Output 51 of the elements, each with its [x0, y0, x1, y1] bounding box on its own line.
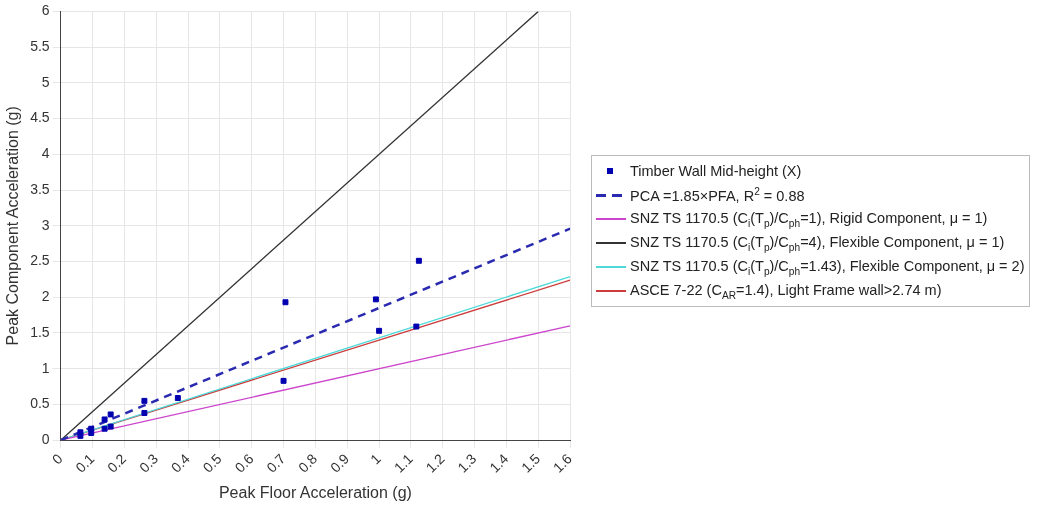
x-tick-label: 1 — [367, 450, 385, 468]
x-tick-label: 0.8 — [295, 450, 321, 476]
point — [372, 296, 379, 303]
y-tick-label: 3 — [41, 216, 50, 233]
y-tick-label: 1.5 — [30, 323, 50, 340]
point — [107, 423, 114, 430]
x-tick-label: 0.7 — [263, 450, 289, 476]
y-tick-label: 2.5 — [30, 252, 50, 269]
y-tick-label: 1 — [41, 359, 50, 376]
x-tick-label: 0.3 — [135, 450, 162, 476]
y-tick-label: 0 — [41, 431, 50, 448]
x-tick-label: 1.4 — [486, 450, 512, 476]
x-tick-label: 1.1 — [390, 450, 416, 476]
x-tick-label: 0.4 — [167, 450, 194, 476]
x-tick-label: 0.2 — [104, 450, 130, 476]
y-tick-label: 0.5 — [30, 395, 50, 412]
x-tick-label: 1.2 — [422, 450, 448, 476]
x-tick-label: 1.6 — [549, 450, 576, 476]
point — [107, 411, 114, 418]
point — [141, 397, 148, 404]
x-tick-label: 0.5 — [199, 450, 225, 476]
point — [174, 395, 181, 401]
y-tick-label: 4.5 — [30, 109, 50, 126]
legend-label: Timber Wall Mid-height (X) — [630, 163, 802, 179]
y-tick-label: 5.5 — [30, 37, 50, 54]
x-tick-label: 1.3 — [454, 450, 480, 476]
legend-label: SNZ TS 1170.5 (C$_{i}$(T$_{p}$)/C$_{ph}$=4), Flexible Component, μ = 1) — [630, 233, 1005, 253]
legend-label: ASCE 7-22 (C$_{AR}$=1.4), Light Frame wall>2.74 m) — [630, 281, 942, 301]
x-tick-label: 0.9 — [327, 450, 353, 476]
point — [141, 410, 148, 416]
point — [282, 299, 289, 306]
point — [88, 430, 95, 436]
y-tick-label: 5 — [41, 73, 50, 90]
x-tick-label: 0.6 — [231, 450, 257, 476]
y-tick-label: 3.5 — [30, 180, 50, 197]
y-tick-label: 6 — [41, 2, 50, 19]
y-tick-label: 2 — [41, 288, 50, 305]
point — [413, 323, 420, 330]
x-axis-title: Peak Floor Acceleration (g) — [218, 483, 412, 501]
point — [101, 425, 108, 432]
point — [101, 416, 108, 423]
legend-label: SNZ TS 1170.5 (C$_{i}$(T$_{p}$)/C$_{ph}$=1), Rigid Component, μ = 1) — [630, 209, 988, 229]
legend-label: SNZ TS 1170.5 (C$_{i}$(T$_{p}$)/C$_{ph}$=1.43), Flexible Component, μ = 2) — [630, 257, 1025, 277]
point — [415, 257, 422, 264]
y-tick-label: 4 — [41, 145, 50, 162]
x-tick-label: 0.1 — [72, 450, 98, 476]
point — [280, 377, 287, 384]
y-axis-title: Peak Component Acceleration (g) — [4, 106, 22, 346]
x-tick-label: 1.5 — [518, 450, 544, 476]
point — [376, 327, 383, 334]
legend-label: PCA =1.85×PFA, R$^{2}$ = 0.88 — [630, 186, 805, 204]
